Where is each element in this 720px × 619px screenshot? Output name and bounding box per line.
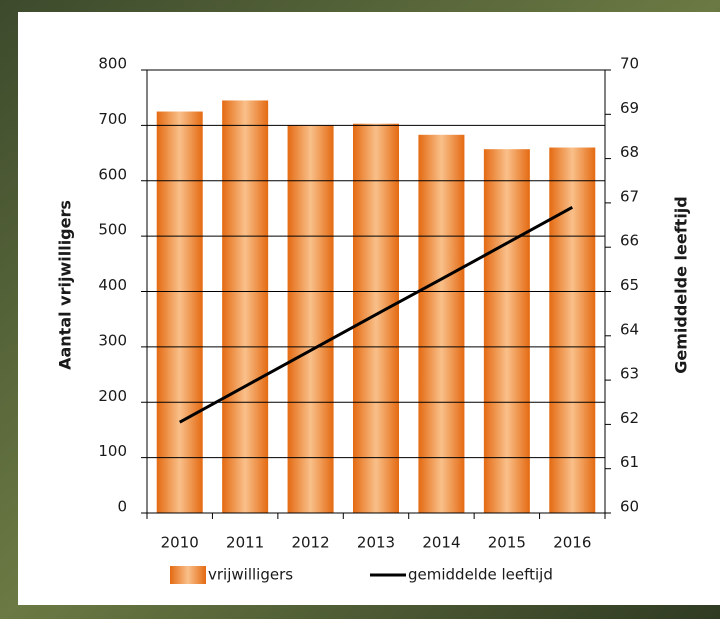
y2-tick-label: 64: [620, 320, 639, 338]
y2-tick-label: 62: [620, 409, 639, 427]
y2-tick-label: 60: [620, 498, 639, 516]
line: [178, 206, 574, 424]
y2-tick-label: 61: [620, 453, 639, 471]
y-tick-label: 400: [98, 276, 127, 294]
bar: [222, 100, 269, 514]
legend-label: vrijwilligers: [208, 566, 293, 584]
y2-tick-label: 70: [620, 55, 639, 73]
x-tick-label: 2015: [488, 534, 526, 552]
y-tick-label: 0: [117, 498, 127, 516]
y-tick-label: 100: [98, 442, 127, 460]
y-tick-label: 200: [98, 387, 127, 405]
y2-tick-label: 68: [620, 143, 639, 161]
y-tick-label: 300: [98, 331, 127, 349]
y2-axis-title: Gemiddelde leeftijd: [672, 196, 691, 373]
bar: [287, 125, 334, 513]
y2-tick-label: 63: [620, 365, 639, 383]
x-tick-label: 2011: [226, 534, 264, 552]
y-tick-label: 800: [98, 55, 127, 73]
x-tick-label: 2016: [553, 534, 591, 552]
y2-tick-label: 65: [620, 276, 639, 294]
y-tick-label: 700: [98, 110, 127, 128]
bar: [156, 111, 203, 513]
y-axis-title: Aantal vrijwilligers: [56, 200, 75, 370]
x-tick-label: 2014: [422, 534, 460, 552]
y-tick-label: 600: [98, 165, 127, 183]
x-tick-label: 2013: [357, 534, 395, 552]
bar: [418, 134, 465, 513]
x-tick-label: 2010: [161, 534, 199, 552]
y2-tick-label: 69: [620, 99, 639, 117]
x-tick-label: 2012: [291, 534, 329, 552]
bar: [483, 149, 530, 513]
y-tick-label: 500: [98, 221, 127, 239]
bar: [549, 147, 596, 513]
legend-swatch: [170, 566, 206, 584]
legend-label: gemiddelde leeftijd: [408, 566, 553, 584]
bar: [353, 123, 399, 514]
y2-tick-label: 67: [620, 187, 639, 205]
y2-tick-label: 66: [620, 232, 639, 250]
